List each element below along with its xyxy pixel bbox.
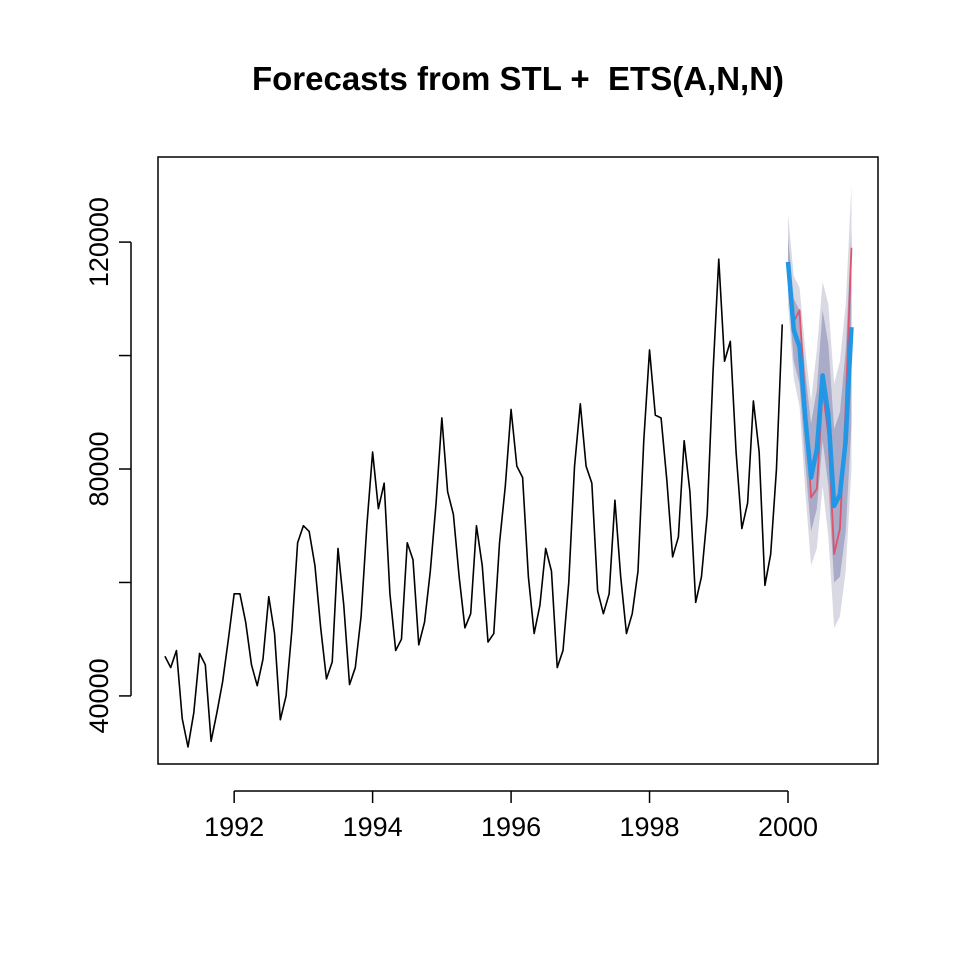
x-tick-label: 2000 [758,812,818,842]
y-tick-label: 40000 [84,658,114,733]
y-tick-label: 120000 [84,197,114,287]
point-forecast-line [785,261,854,509]
y-axis: 40000 80000 120000 [84,197,132,733]
series-lines [164,247,854,748]
chart-title: Forecasts from STL + ETS(A,N,N) [251,60,785,97]
x-tick-label: 1994 [343,812,403,842]
x-tick-label: 1996 [481,812,541,842]
plot-frame [157,156,879,765]
x-tick-label: 1992 [204,812,264,842]
y-tick-label: 80000 [84,431,114,506]
observed-line [164,258,784,748]
x-axis: 1992 1994 1996 1998 2000 [204,790,818,842]
x-tick-label: 1998 [619,812,679,842]
